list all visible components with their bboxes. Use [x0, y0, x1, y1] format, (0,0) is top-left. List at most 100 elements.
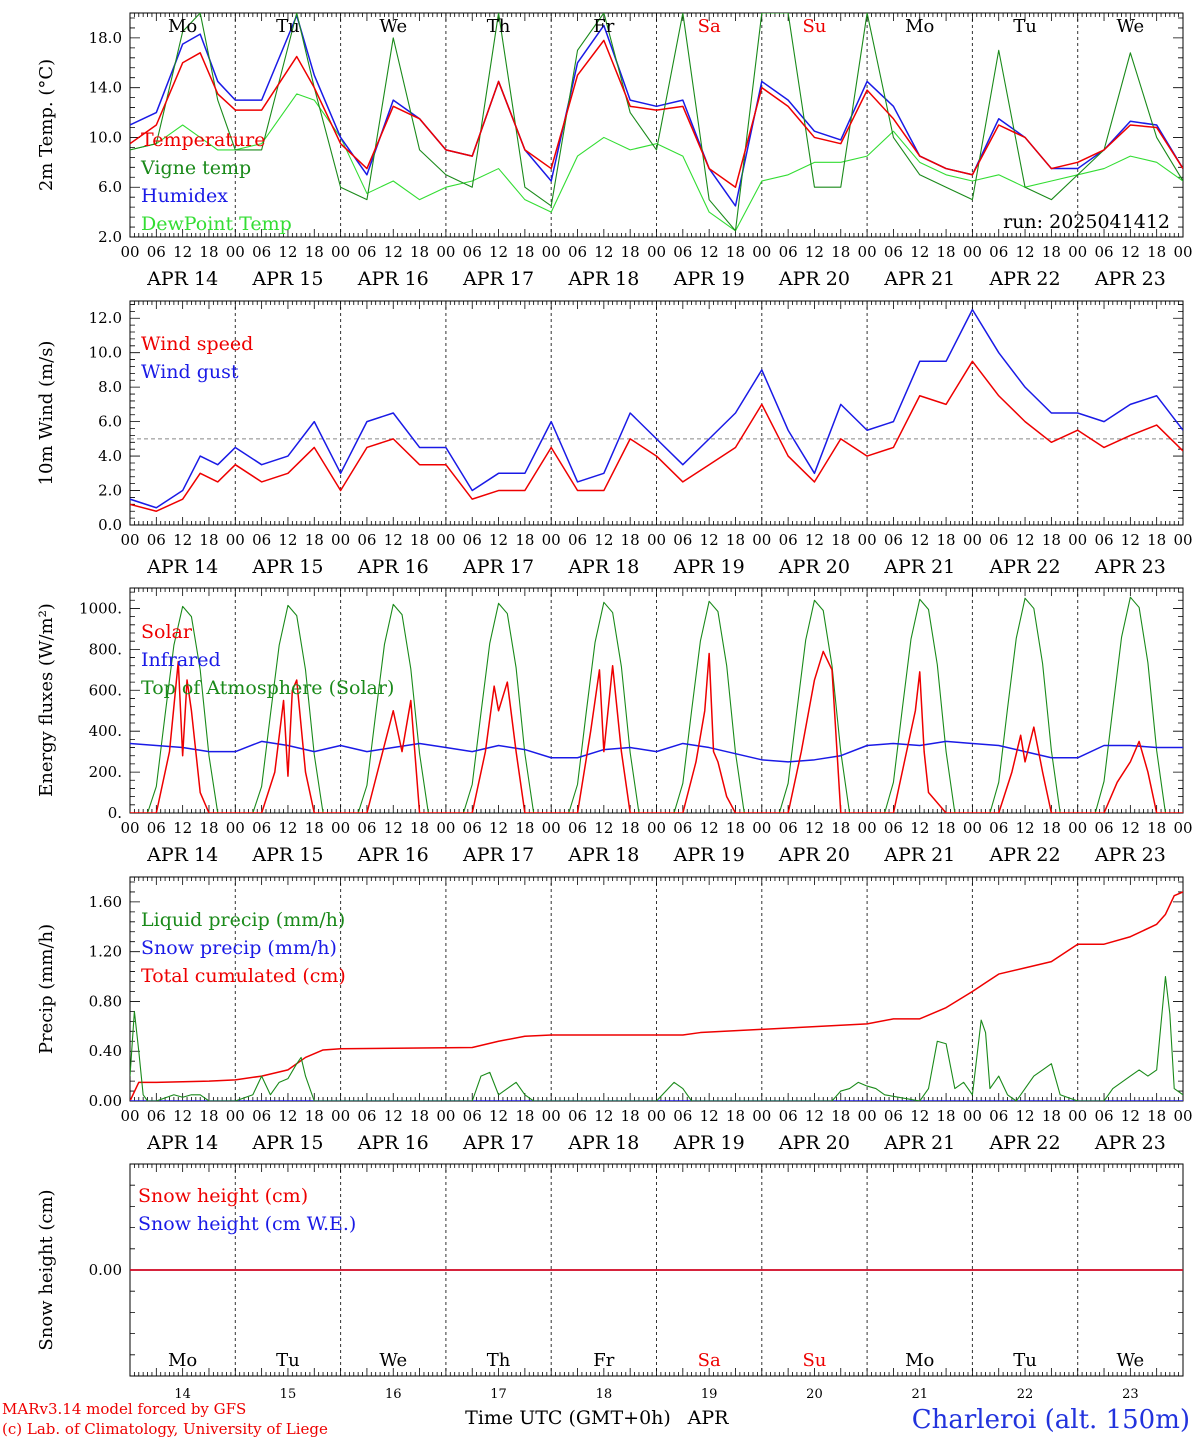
- series-line-infrared: [130, 740, 1183, 763]
- hour-tick-label: 00: [963, 531, 982, 549]
- date-label: APR 23: [1094, 1132, 1166, 1154]
- hour-tick-label: 12: [910, 819, 929, 837]
- hour-tick-label: 00: [858, 531, 877, 549]
- panel-2: 0.0 2.0 4.0 6.0 8.0 10.0 12.0 10m Wind (m/s) Win…: [36, 300, 1193, 578]
- series-line-solar: [130, 650, 1183, 813]
- hour-tick-label: 18: [410, 819, 429, 837]
- hour-tick-label: 06: [357, 531, 376, 549]
- hour-tick-label: 06: [147, 243, 166, 261]
- legend-item: Wind gust: [141, 361, 239, 383]
- model-credit: MARv3.14 model forced by GFS: [2, 1400, 246, 1418]
- hour-tick-label: 18: [726, 819, 745, 837]
- location-title: Charleroi (alt. 150m): [912, 1405, 1190, 1435]
- day-number-label: 20: [806, 1387, 823, 1402]
- y-tick-label: 400.: [89, 722, 122, 740]
- legend-item: Infrared: [141, 649, 221, 671]
- hour-tick-label: 00: [436, 819, 455, 837]
- hour-tick-label: 12: [910, 1107, 929, 1125]
- hour-tick-label: 06: [779, 243, 798, 261]
- y-tick-label: 12.0: [89, 309, 122, 327]
- hour-tick-label: 00: [1068, 1107, 1087, 1125]
- hour-tick-label: 06: [568, 243, 587, 261]
- series-line-top-of-atmosphere-solar-: [130, 596, 1183, 813]
- date-label: APR 15: [251, 1132, 323, 1154]
- day-number-label: 23: [1122, 1387, 1139, 1402]
- hour-tick-label: 06: [989, 1107, 1008, 1125]
- y-tick-label: 2.0: [98, 228, 122, 246]
- hour-tick-label: 06: [779, 819, 798, 837]
- y-tick-label: 600.: [89, 681, 122, 699]
- date-label: APR 21: [883, 1132, 955, 1154]
- y-tick-label: 1.60: [89, 893, 122, 911]
- date-label: APR 18: [567, 844, 639, 866]
- y-tick-label: 0.40: [89, 1042, 122, 1060]
- weekday-label: Su: [802, 1350, 826, 1371]
- date-label: APR 19: [673, 268, 745, 290]
- hour-tick-label: 18: [621, 243, 640, 261]
- weekday-label: Sa: [698, 16, 721, 37]
- hour-tick-label: 06: [357, 243, 376, 261]
- hour-tick-label: 12: [173, 531, 192, 549]
- y-axis-title: 2m Temp. (°C): [36, 59, 57, 191]
- hour-tick-label: 00: [226, 819, 245, 837]
- legend-item: Vigne temp: [140, 157, 251, 179]
- hour-tick-label: 06: [989, 531, 1008, 549]
- series-group: [130, 308, 1183, 512]
- date-label: APR 16: [357, 556, 429, 578]
- date-label: APR 14: [146, 556, 218, 578]
- hour-tick-label: 12: [489, 819, 508, 837]
- hour-tick-label: 18: [305, 243, 324, 261]
- hour-tick-label: 18: [1042, 531, 1061, 549]
- hour-tick-label: 18: [410, 531, 429, 549]
- date-label: APR 18: [567, 556, 639, 578]
- hour-tick-label: 12: [1121, 531, 1140, 549]
- date-label: APR 18: [567, 1132, 639, 1154]
- hour-tick-label: 00: [436, 1107, 455, 1125]
- y-tick-marks: [130, 17, 1183, 238]
- date-label: APR 20: [778, 556, 850, 578]
- hour-tick-label: 12: [805, 1107, 824, 1125]
- hour-tick-label: 00: [542, 243, 561, 261]
- hour-tick-label: 06: [252, 531, 271, 549]
- date-label: APR 23: [1094, 268, 1166, 290]
- hour-tick-label: 06: [463, 531, 482, 549]
- weekday-label: We: [1117, 16, 1145, 37]
- hour-tick-label: 18: [515, 819, 534, 837]
- hour-tick-label: 00: [542, 1107, 561, 1125]
- series-group: [130, 596, 1183, 813]
- hour-tick-label: 12: [700, 243, 719, 261]
- y-tick-label: 4.0: [98, 447, 122, 465]
- hour-tick-label: 12: [278, 243, 297, 261]
- date-label: APR 17: [462, 844, 534, 866]
- hour-tick-label: 00: [120, 531, 139, 549]
- y-tick-label: 800.: [89, 640, 122, 658]
- hour-tick-label: 00: [1173, 819, 1192, 837]
- hour-tick-label: 12: [489, 243, 508, 261]
- date-label: APR 22: [989, 268, 1061, 290]
- hour-tick-label: 12: [700, 819, 719, 837]
- hour-tick-label: 06: [1094, 1107, 1113, 1125]
- hour-tick-label: 06: [884, 1107, 903, 1125]
- hour-tick-label: 06: [568, 819, 587, 837]
- date-label: APR 19: [673, 1132, 745, 1154]
- hour-tick-label: 12: [173, 243, 192, 261]
- hour-tick-label: 18: [515, 1107, 534, 1125]
- panel-4: 0.00 0.40 0.80 1.20 1.60 Precip (mm/h) Liquid …: [36, 876, 1193, 1154]
- series-line-total-cumulated-cm-: [130, 891, 1183, 1101]
- date-label: APR 22: [989, 844, 1061, 866]
- hour-tick-label: 06: [779, 531, 798, 549]
- hour-tick-label: 06: [147, 819, 166, 837]
- hour-tick-label: 06: [357, 819, 376, 837]
- y-axis-title: Precip (mm/h): [36, 924, 57, 1054]
- date-label: APR 19: [673, 844, 745, 866]
- hour-tick-label: 06: [568, 1107, 587, 1125]
- hour-tick-label: 00: [542, 531, 561, 549]
- y-tick-label: 18.0: [89, 29, 122, 47]
- y-tick-label: 0.80: [89, 992, 122, 1010]
- y-tick-marks: [130, 304, 1183, 526]
- hour-tick-label: 00: [858, 819, 877, 837]
- hour-tick-label: 18: [1147, 531, 1166, 549]
- hour-tick-label: 12: [910, 243, 929, 261]
- date-label: APR 17: [462, 268, 534, 290]
